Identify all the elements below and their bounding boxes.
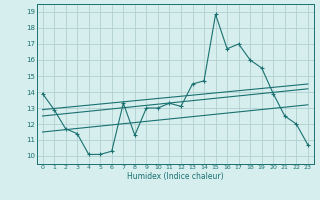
- X-axis label: Humidex (Indice chaleur): Humidex (Indice chaleur): [127, 172, 223, 181]
